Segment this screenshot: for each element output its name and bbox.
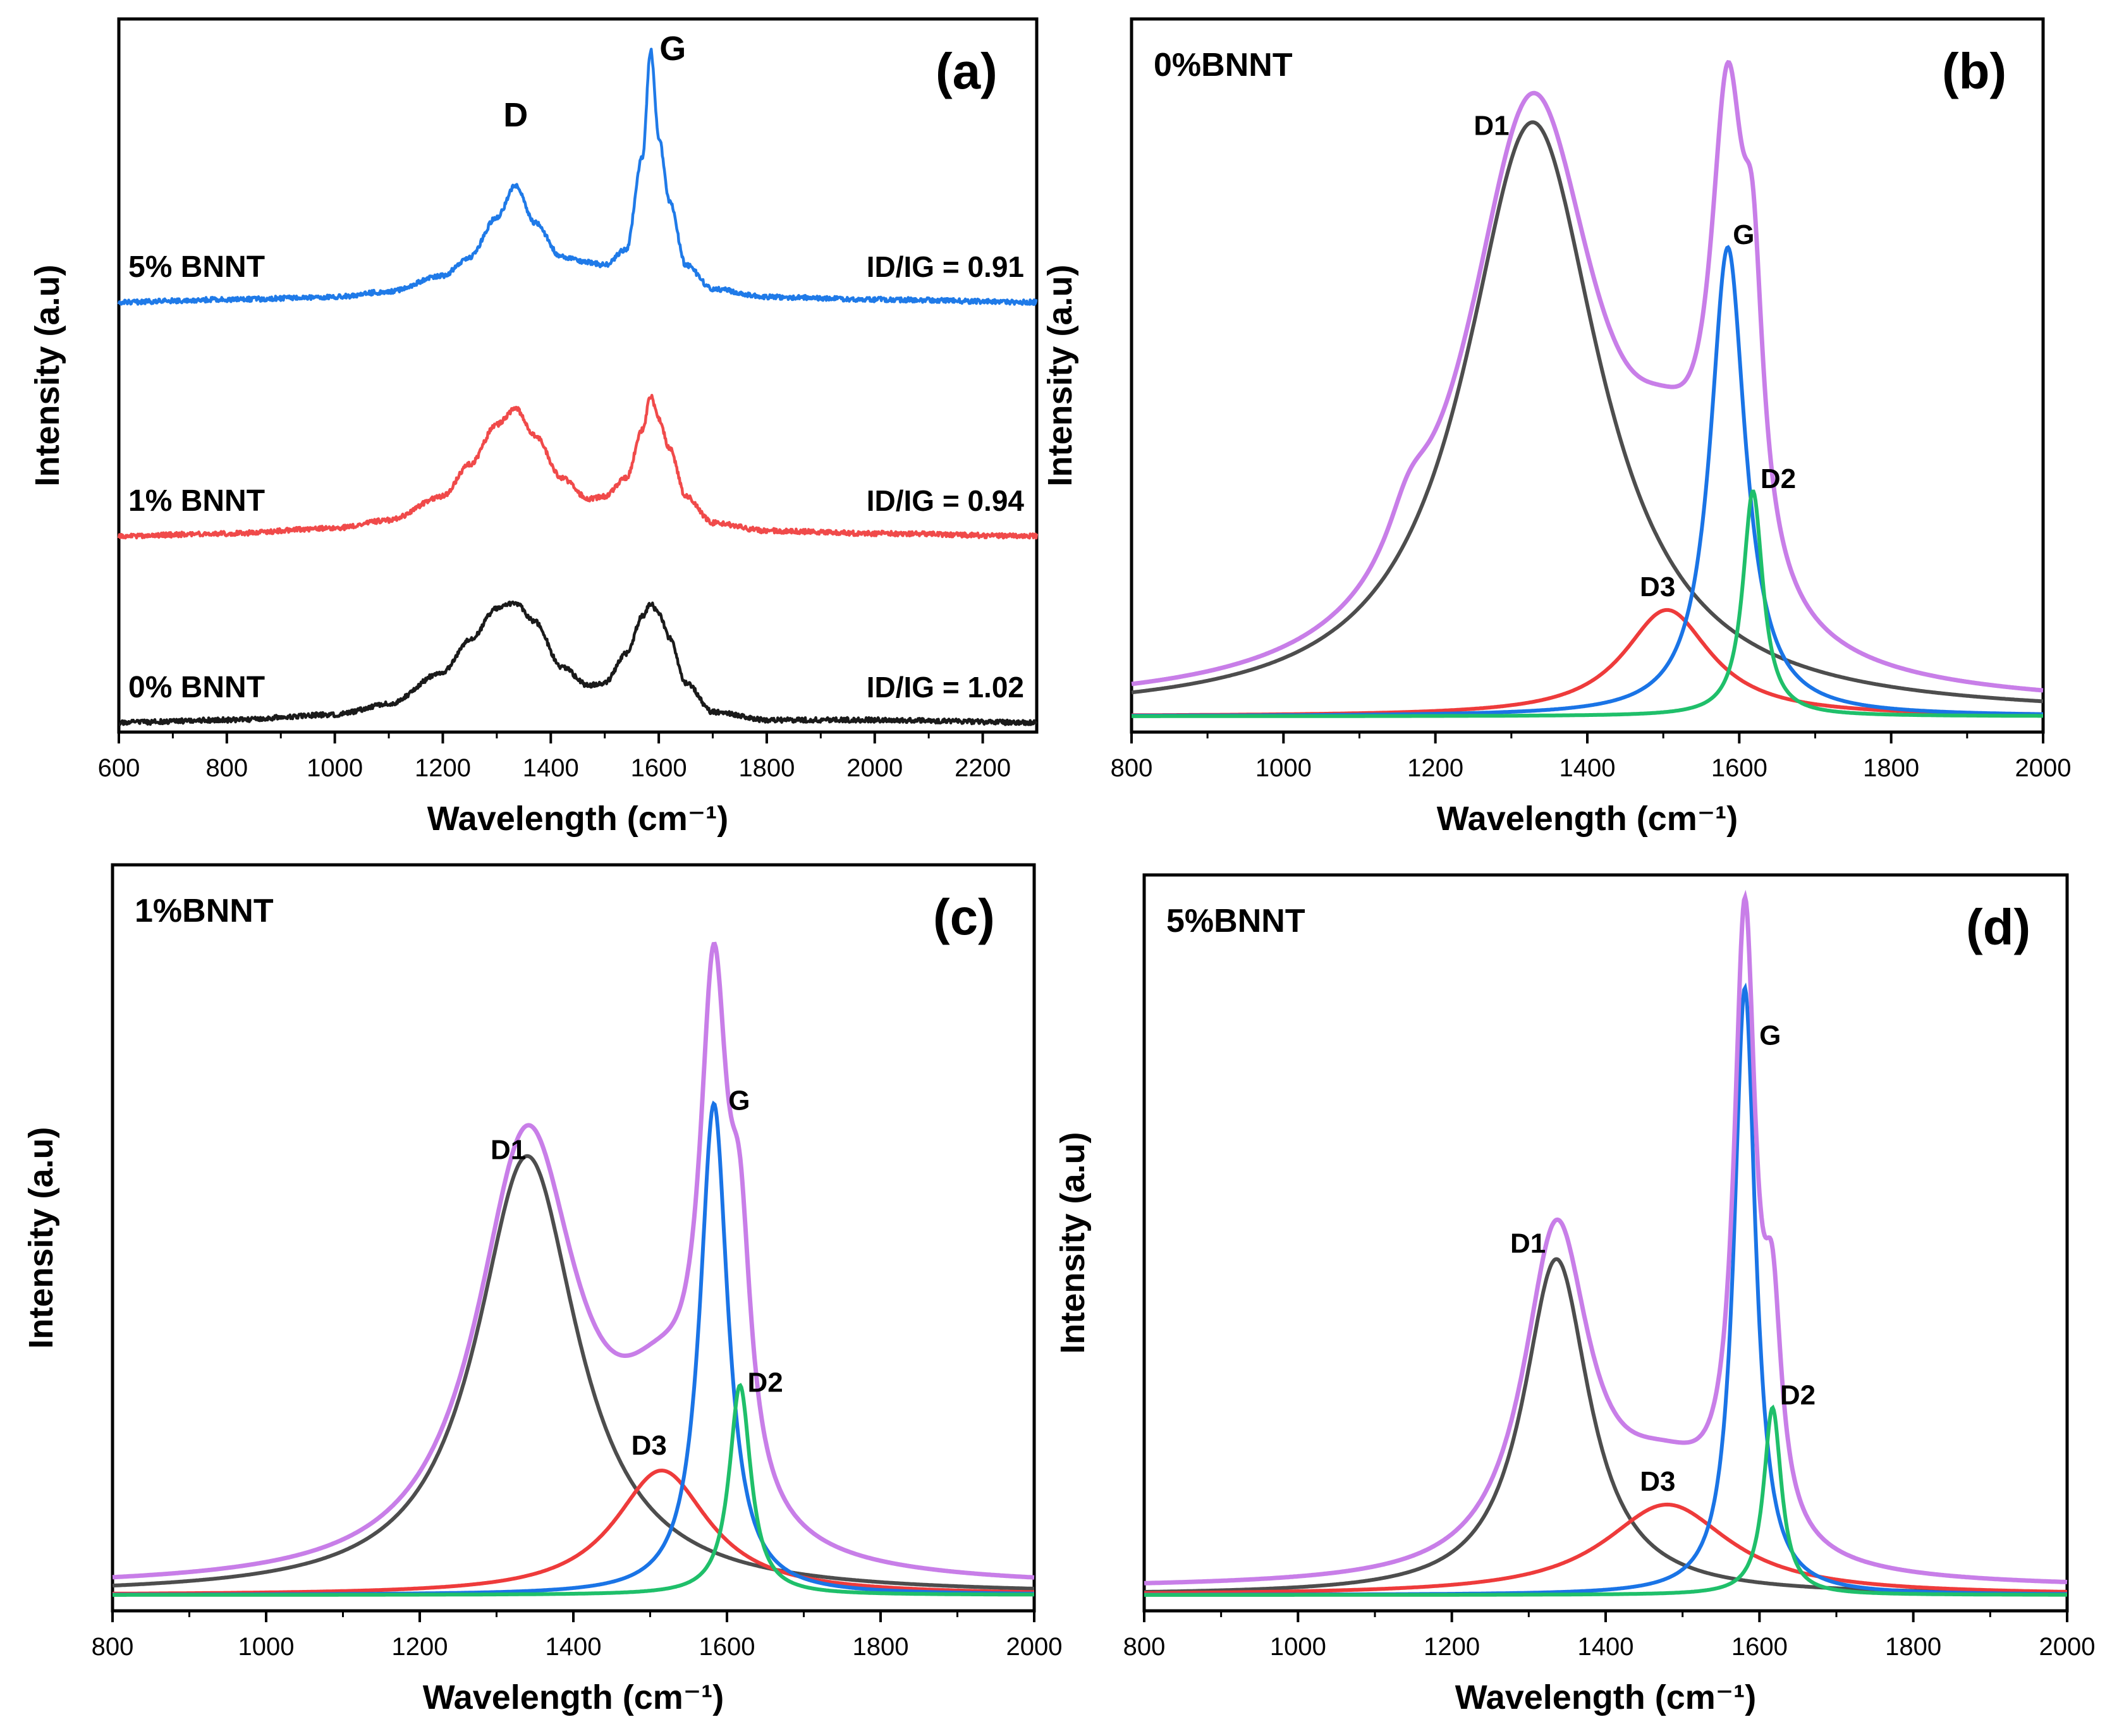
- x-tick-label: 1800: [1885, 1633, 1941, 1661]
- x-tick-label: 1200: [1407, 754, 1463, 782]
- spectrum-line: [118, 600, 1038, 726]
- x-tick-label: 1200: [1424, 1633, 1480, 1661]
- panel-b: 800 1000 1200 1400 1600 1800 2000 Wavelength (c…: [1041, 17, 2072, 838]
- fit-curve-g: [1144, 982, 2067, 1597]
- fit-curve-d2: [1144, 1404, 2067, 1597]
- sample-label: 0%BNNT: [1154, 47, 1293, 83]
- ratio-label: ID/IG = 0.91: [867, 250, 1024, 283]
- peak-label-d3: D3: [632, 1430, 667, 1461]
- peak-label: D: [503, 96, 528, 134]
- x-tick-label: 1200: [415, 754, 471, 782]
- x-tick-label: 1000: [1270, 1633, 1326, 1661]
- y-axis-label: Intensity (a.u): [22, 1127, 60, 1348]
- x-tick-label: 1800: [1863, 754, 1919, 782]
- panel-label: (a): [936, 43, 998, 99]
- x-tick-label: 1400: [523, 754, 579, 782]
- fit-curve-d3: [1144, 1502, 2067, 1595]
- sample-label: 1%BNNT: [135, 893, 274, 929]
- x-tick-label: 1600: [1711, 754, 1767, 782]
- x-tick-label: 1000: [1255, 754, 1312, 782]
- peak-label-g: G: [1733, 219, 1754, 250]
- x-tick-label: 1400: [1578, 1633, 1634, 1661]
- ratio-label: ID/IG = 0.94: [867, 484, 1025, 517]
- peak-label-d1: D1: [1474, 110, 1509, 141]
- x-axis-label: Wavelength (cm⁻¹): [1455, 1678, 1757, 1716]
- peak-label-g: G: [728, 1085, 750, 1116]
- panel-label: (d): [1966, 899, 2030, 955]
- x-tick-label: 800: [205, 754, 248, 782]
- x-tick-label: 1800: [853, 1633, 909, 1661]
- panel-label: (b): [1942, 43, 2006, 99]
- ratio-label: ID/IG = 1.02: [867, 671, 1024, 704]
- panel-a: 600 800 1000 1200 1400 1600 1800 2000 2200 Wavele…: [28, 17, 1039, 838]
- fit-curve-d2: [1132, 489, 2043, 718]
- x-tick-label: 1600: [1731, 1633, 1788, 1661]
- y-axis-label: Intensity (a.u): [1041, 264, 1079, 486]
- envelope-curve: [1131, 59, 2044, 693]
- x-tick-label: 1000: [307, 754, 363, 782]
- x-tick-label: 1800: [738, 754, 795, 782]
- plot-frame: [1142, 873, 2069, 1613]
- fit-curve-g: [1132, 245, 2043, 718]
- spectrum-line: [117, 393, 1039, 540]
- x-tick-label: 2000: [1006, 1633, 1063, 1661]
- plot-frame: [1130, 17, 2045, 734]
- plot-frame: [111, 863, 1036, 1613]
- series-label: 0% BNNT: [128, 671, 265, 704]
- series-label: 5% BNNT: [128, 250, 265, 284]
- x-tick-label: 1000: [238, 1633, 295, 1661]
- peak-label-d1: D1: [1510, 1228, 1546, 1259]
- peak-label-d2: D2: [1761, 463, 1796, 494]
- panel-d: 800 1000 1200 1400 1600 1800 2000 Wavelength (c…: [1054, 873, 2096, 1716]
- envelope-curve: [1144, 889, 2068, 1586]
- panel-c: 800 1000 1200 1400 1600 1800 2000 Wavelength (c…: [22, 863, 1063, 1716]
- fit-curve-d2: [113, 1383, 1034, 1597]
- x-tick-label: 1200: [392, 1633, 448, 1661]
- x-tick-label: 800: [1123, 1633, 1166, 1661]
- panel-label: (c): [933, 889, 995, 945]
- x-axis-label: Wavelength (cm⁻¹): [427, 800, 729, 838]
- x-tick-label: 2200: [955, 754, 1011, 782]
- peak-label-d3: D3: [1640, 572, 1675, 602]
- x-tick-label: 800: [1111, 754, 1153, 782]
- series-label: 1% BNNT: [128, 484, 265, 518]
- fit-curve-d1: [112, 1154, 1034, 1591]
- y-axis-label: Intensity (a.u): [1054, 1132, 1092, 1354]
- sample-label: 5%BNNT: [1166, 903, 1305, 939]
- x-tick-label: 600: [98, 754, 140, 782]
- fit-curve-d1: [1131, 120, 2044, 704]
- x-tick-label: 2000: [2039, 1633, 2096, 1661]
- x-tick-label: 1600: [631, 754, 687, 782]
- fit-curve-g: [113, 1100, 1034, 1597]
- envelope-curve: [112, 941, 1035, 1580]
- peak-label: G: [659, 30, 686, 68]
- x-tick-label: 800: [92, 1633, 134, 1661]
- spectrum-line: [117, 47, 1038, 306]
- x-axis-label: Wavelength (cm⁻¹): [423, 1678, 724, 1716]
- y-axis-label: Intensity (a.u): [28, 264, 66, 486]
- peak-label-d1: D1: [491, 1135, 526, 1166]
- peak-label-g: G: [1759, 1020, 1781, 1051]
- peak-label-d3: D3: [1640, 1466, 1675, 1497]
- fit-curve-d1: [1144, 1257, 2068, 1595]
- x-tick-label: 2000: [846, 754, 903, 782]
- x-tick-label: 1400: [546, 1633, 602, 1661]
- x-axis-label: Wavelength (cm⁻¹): [1437, 800, 1738, 838]
- x-tick-label: 2000: [2015, 754, 2072, 782]
- peak-label-d2: D2: [748, 1367, 783, 1398]
- peak-label-d2: D2: [1780, 1380, 1816, 1411]
- x-tick-label: 1600: [699, 1633, 755, 1661]
- plot-frame: [117, 17, 1039, 734]
- x-tick-label: 1400: [1560, 754, 1616, 782]
